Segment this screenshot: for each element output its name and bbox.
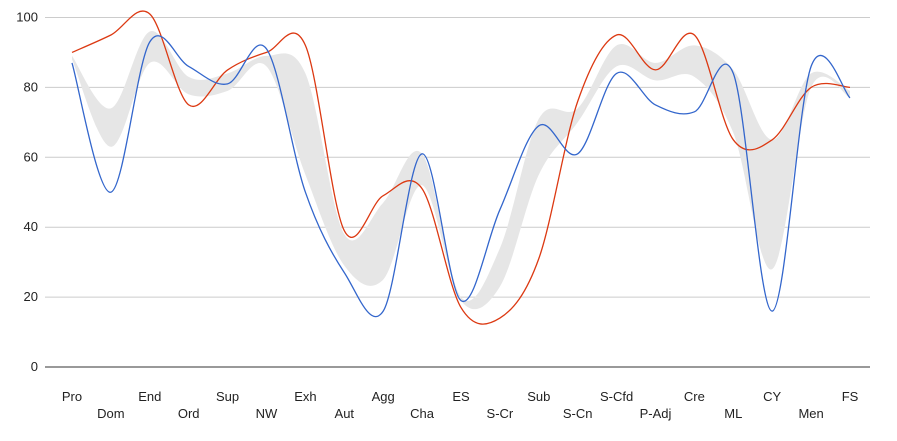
x-tick-label: S-Cr <box>487 406 514 421</box>
series-line-2 <box>71 35 851 318</box>
x-tick-label: ES <box>452 389 470 404</box>
y-tick-label: 0 <box>31 359 38 374</box>
x-tick-label: Agg <box>372 389 395 404</box>
x-tick-label: Ord <box>178 406 200 421</box>
x-tick-label: Exh <box>294 389 316 404</box>
x-tick-label: Aut <box>335 406 355 421</box>
x-tick-label: Cre <box>684 389 705 404</box>
x-tick-label: Sup <box>216 389 239 404</box>
series-lines <box>71 10 851 325</box>
x-tick-label: Cha <box>410 406 435 421</box>
x-tick-label: Men <box>798 406 823 421</box>
range-band <box>72 31 850 310</box>
y-tick-label: 60 <box>24 149 38 164</box>
x-tick-label: FS <box>842 389 859 404</box>
y-tick-label: 20 <box>24 289 38 304</box>
x-tick-label: Dom <box>97 406 124 421</box>
y-tick-label: 40 <box>24 219 38 234</box>
series-line-1 <box>71 10 851 325</box>
x-tick-label: S-Cn <box>563 406 593 421</box>
x-tick-label: Pro <box>62 389 82 404</box>
x-tick-label: NW <box>256 406 278 421</box>
x-tick-label: CY <box>763 389 781 404</box>
x-tick-label: Sub <box>527 389 550 404</box>
band-area <box>72 31 850 310</box>
x-tick-label: P-Adj <box>640 406 672 421</box>
x-tick-label: End <box>138 389 161 404</box>
y-tick-label: 80 <box>24 79 38 94</box>
x-tick-label: S-Cfd <box>600 389 633 404</box>
x-tick-label: ML <box>724 406 742 421</box>
axes: 0 20 40 60 80 100 Pro Dom End Ord Sup NW Exh Aut Agg Ch… <box>16 9 870 421</box>
y-tick-label: 100 <box>16 9 38 24</box>
